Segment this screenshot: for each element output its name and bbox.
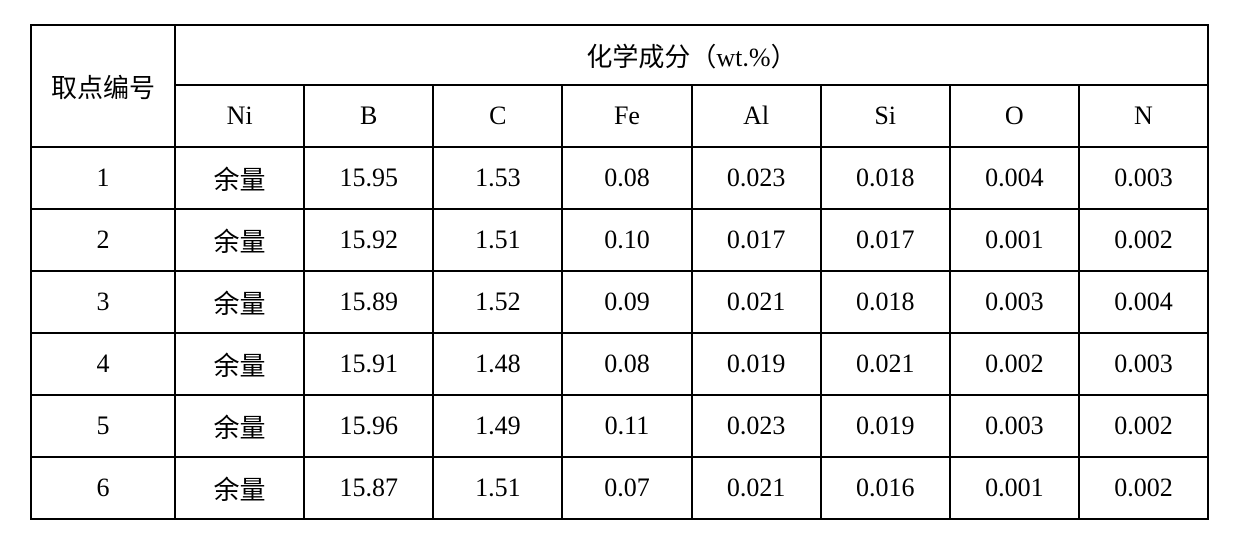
- cell: 0.017: [692, 209, 821, 271]
- table-header-row-2: Ni B C Fe Al Si O N: [31, 85, 1208, 147]
- cell: 15.96: [304, 395, 433, 457]
- table-header-row-1: 取点编号 化学成分（wt.%）: [31, 25, 1208, 85]
- cell: 0.001: [950, 457, 1079, 519]
- cell: 0.004: [950, 147, 1079, 209]
- col-header: N: [1079, 85, 1208, 147]
- cell: 1.51: [433, 209, 562, 271]
- cell: 0.017: [821, 209, 950, 271]
- cell: 1.52: [433, 271, 562, 333]
- cell: 余量: [175, 147, 304, 209]
- table-row: 3 余量 15.89 1.52 0.09 0.021 0.018 0.003 0…: [31, 271, 1208, 333]
- table-row: 6 余量 15.87 1.51 0.07 0.021 0.016 0.001 0…: [31, 457, 1208, 519]
- cell: 15.87: [304, 457, 433, 519]
- cell: 15.95: [304, 147, 433, 209]
- row-id: 5: [31, 395, 175, 457]
- cell: 0.09: [562, 271, 691, 333]
- cell: 余量: [175, 457, 304, 519]
- row-id: 4: [31, 333, 175, 395]
- col-header: B: [304, 85, 433, 147]
- cell: 0.018: [821, 271, 950, 333]
- table-row: 5 余量 15.96 1.49 0.11 0.023 0.019 0.003 0…: [31, 395, 1208, 457]
- cell: 0.018: [821, 147, 950, 209]
- cell: 0.002: [1079, 395, 1208, 457]
- col-header: Si: [821, 85, 950, 147]
- cell: 余量: [175, 209, 304, 271]
- row-id: 1: [31, 147, 175, 209]
- table-row: 2 余量 15.92 1.51 0.10 0.017 0.017 0.001 0…: [31, 209, 1208, 271]
- cell: 1.53: [433, 147, 562, 209]
- cell: 0.08: [562, 147, 691, 209]
- col-header: Ni: [175, 85, 304, 147]
- cell: 0.10: [562, 209, 691, 271]
- cell: 1.48: [433, 333, 562, 395]
- cell: 1.51: [433, 457, 562, 519]
- row-id: 2: [31, 209, 175, 271]
- composition-table: 取点编号 化学成分（wt.%） Ni B C Fe Al Si O N 1 余量…: [30, 24, 1209, 520]
- table-container: 取点编号 化学成分（wt.%） Ni B C Fe Al Si O N 1 余量…: [0, 0, 1239, 535]
- cell: 15.91: [304, 333, 433, 395]
- cell: 0.001: [950, 209, 1079, 271]
- row-header-label: 取点编号: [31, 25, 175, 147]
- col-header: C: [433, 85, 562, 147]
- cell: 余量: [175, 333, 304, 395]
- group-header-label: 化学成分（wt.%）: [175, 25, 1208, 85]
- cell: 余量: [175, 395, 304, 457]
- cell: 0.023: [692, 147, 821, 209]
- cell: 0.003: [950, 271, 1079, 333]
- cell: 0.021: [692, 457, 821, 519]
- row-id: 6: [31, 457, 175, 519]
- cell: 余量: [175, 271, 304, 333]
- cell: 0.002: [1079, 209, 1208, 271]
- cell: 0.07: [562, 457, 691, 519]
- col-header: Al: [692, 85, 821, 147]
- col-header: O: [950, 85, 1079, 147]
- cell: 0.11: [562, 395, 691, 457]
- cell: 0.003: [1079, 333, 1208, 395]
- row-id: 3: [31, 271, 175, 333]
- cell: 0.002: [950, 333, 1079, 395]
- table-row: 1 余量 15.95 1.53 0.08 0.023 0.018 0.004 0…: [31, 147, 1208, 209]
- cell: 0.019: [821, 395, 950, 457]
- cell: 0.003: [950, 395, 1079, 457]
- cell: 0.019: [692, 333, 821, 395]
- cell: 1.49: [433, 395, 562, 457]
- cell: 0.003: [1079, 147, 1208, 209]
- cell: 0.016: [821, 457, 950, 519]
- cell: 0.08: [562, 333, 691, 395]
- cell: 0.004: [1079, 271, 1208, 333]
- col-header: Fe: [562, 85, 691, 147]
- cell: 15.92: [304, 209, 433, 271]
- cell: 0.023: [692, 395, 821, 457]
- cell: 15.89: [304, 271, 433, 333]
- table-row: 4 余量 15.91 1.48 0.08 0.019 0.021 0.002 0…: [31, 333, 1208, 395]
- cell: 0.021: [821, 333, 950, 395]
- cell: 0.021: [692, 271, 821, 333]
- cell: 0.002: [1079, 457, 1208, 519]
